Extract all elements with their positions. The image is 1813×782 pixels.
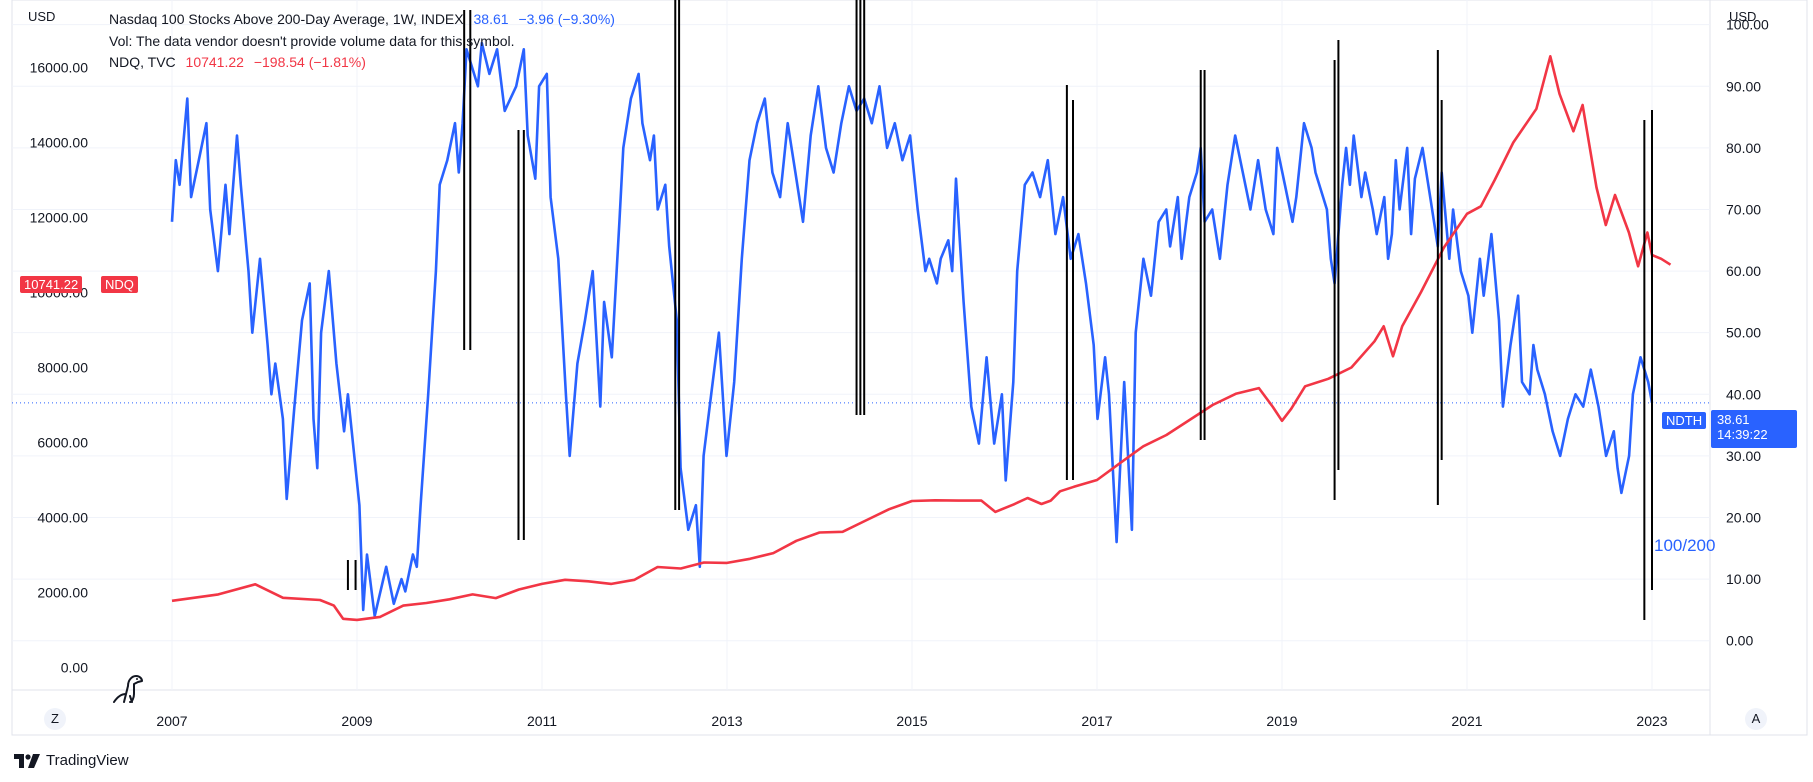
- scale-z-button[interactable]: Z: [44, 708, 66, 730]
- right-axis-currency: USD: [1729, 9, 1757, 24]
- ndq-price-tag: 10741.22: [20, 276, 83, 293]
- x-tick-2009: 2009: [341, 713, 372, 729]
- left-tick-6000.00: 6000.00: [37, 435, 88, 451]
- ndq-symbol-tag: NDQ: [101, 276, 138, 293]
- left-tick-2000.00: 2000.00: [37, 585, 88, 601]
- ndth-countdown: 14:39:22: [1717, 427, 1768, 442]
- left-axis-currency: USD: [28, 9, 56, 24]
- right-tick-50.00: 50.00: [1726, 325, 1761, 341]
- x-tick-2007: 2007: [156, 713, 187, 729]
- left-tick-0.00: 0.00: [61, 660, 88, 676]
- x-tick-2023: 2023: [1636, 713, 1667, 729]
- right-tick-90.00: 90.00: [1726, 78, 1761, 94]
- legend-ndq[interactable]: NDQ, TVC 10741.22 −198.54 (−1.81%): [109, 54, 372, 70]
- x-tick-2019: 2019: [1266, 713, 1297, 729]
- left-tick-14000.00: 14000.00: [30, 135, 89, 151]
- x-tick-2013: 2013: [711, 713, 742, 729]
- legend-ndq-name: NDQ, TVC: [109, 54, 176, 70]
- right-tick-20.00: 20.00: [1726, 510, 1761, 526]
- legend-ndq-value: 10741.22: [185, 54, 244, 70]
- right-tick-30.00: 30.00: [1726, 448, 1761, 464]
- logo-dino-icon[interactable]: [110, 666, 150, 711]
- legend-vol-text: Vol: The data vendor doesn't provide vol…: [109, 33, 515, 49]
- left-tick-8000.00: 8000.00: [37, 360, 88, 376]
- ndth-symbol-tag: NDTH: [1662, 412, 1707, 429]
- legend-ndth-name: Nasdaq 100 Stocks Above 200-Day Average,…: [109, 11, 464, 27]
- x-tick-2017: 2017: [1081, 713, 1112, 729]
- series-ndq-line: [171, 55, 1672, 622]
- right-tick-80.00: 80.00: [1726, 140, 1761, 156]
- scale-auto-button[interactable]: A: [1745, 708, 1767, 730]
- legend-vol[interactable]: Vol: The data vendor doesn't provide vol…: [109, 33, 521, 49]
- series-ndth-line: [170, 41, 1654, 618]
- right-tick-70.00: 70.00: [1726, 201, 1761, 217]
- legend-ndq-change: −198.54 (−1.81%): [253, 54, 366, 70]
- left-tick-16000.00: 16000.00: [30, 60, 89, 76]
- x-tick-2011: 2011: [527, 713, 557, 729]
- left-tick-4000.00: 4000.00: [37, 510, 88, 526]
- tradingview-logo-icon: [14, 753, 40, 768]
- left-tick-12000.00: 12000.00: [30, 210, 89, 226]
- right-tick-100.00: 100.00: [1726, 17, 1769, 33]
- ndth-value: 38.61: [1717, 412, 1750, 427]
- chart-frame: [11, 0, 1808, 736]
- right-tick-0.00: 0.00: [1726, 633, 1753, 649]
- right-tick-40.00: 40.00: [1726, 386, 1761, 402]
- brand-name: TradingView: [46, 752, 129, 769]
- legend-ndth-change: −3.96 (−9.30%): [518, 11, 615, 27]
- legend-ndth-value: 38.61: [473, 11, 509, 27]
- legend-ndth[interactable]: Nasdaq 100 Stocks Above 200-Day Average,…: [109, 11, 621, 27]
- right-tick-60.00: 60.00: [1726, 263, 1761, 279]
- x-tick-2015: 2015: [896, 713, 927, 729]
- ndth-value-tag: 38.61 14:39:22: [1711, 410, 1797, 448]
- brand-logo[interactable]: TradingView: [14, 752, 129, 769]
- right-tick-10.00: 10.00: [1726, 571, 1761, 587]
- x-tick-2021: 2021: [1451, 713, 1482, 729]
- annotation-text: 100/200: [1654, 536, 1716, 555]
